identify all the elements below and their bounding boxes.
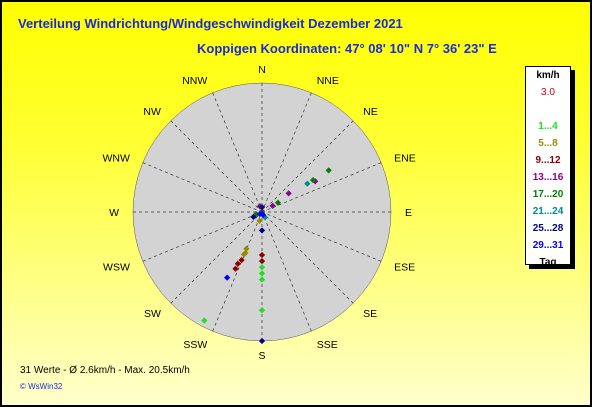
data-point-10 (234, 260, 241, 267)
direction-labels: N NNE NE ENE E ESE SE SSE S SSW SW WSW W WNW NW NNW (102, 64, 415, 362)
direction-label-se: SE (363, 308, 377, 320)
data-point-27 (258, 227, 266, 234)
data-point-6 (243, 245, 250, 252)
data-points (201, 167, 332, 345)
legend-range-3: 13...16 (532, 172, 564, 183)
direction-label-nnw: NNW (182, 75, 207, 87)
data-point-1 (258, 307, 266, 314)
data-point-15 (285, 190, 292, 197)
data-point-9 (232, 265, 239, 272)
data-point-0 (201, 317, 208, 324)
data-point-3 (258, 270, 266, 277)
data-point-20 (274, 199, 282, 206)
direction-label-s: S (258, 350, 265, 362)
data-point-2 (258, 276, 266, 283)
direction-label-ene: ENE (394, 152, 416, 164)
data-point-11 (238, 256, 245, 264)
data-point-19 (309, 176, 317, 184)
data-point-18 (325, 167, 332, 174)
data-point-13 (258, 251, 266, 259)
direction-label-nw: NW (143, 106, 161, 118)
direction-label-n: N (258, 64, 266, 76)
data-point-8 (256, 217, 263, 225)
legend-range-6: 25...28 (532, 223, 564, 234)
legend-range-4: 17...20 (532, 189, 564, 200)
data-point-7 (242, 249, 249, 257)
legend-calm-value: 3.0 (541, 87, 555, 98)
legend-range-1: 5...8 (538, 138, 558, 149)
direction-label-e: E (405, 207, 412, 219)
copyright: © WsWin32 (20, 382, 63, 391)
direction-label-wsw: WSW (103, 262, 130, 274)
direction-label-ne: NE (363, 106, 378, 118)
legend-unit: km/h (536, 70, 560, 81)
legend-range-7: 29...31 (532, 240, 564, 251)
data-point-16 (269, 202, 276, 209)
legend-range-5: 21...24 (532, 206, 564, 217)
chart-subtitle: Koppigen Koordinaten: 47° 08' 10" N 7° 3… (197, 41, 497, 56)
data-point-28 (223, 274, 231, 281)
direction-label-sse: SSE (317, 339, 338, 351)
legend: km/h 3.0 1...4 5...8 9...12 13...16 17...20 2… (525, 66, 571, 268)
data-point-22 (304, 180, 311, 187)
footer-stats: 31 Werte - Ø 2.6km/h - Max. 20.5km/h (20, 365, 190, 376)
legend-footer: Tag (539, 257, 557, 268)
chart-title: Verteilung Windrichtung/Windgeschwindigk… (18, 16, 403, 31)
legend-ranges: 1...4 5...8 9...12 13...16 17...20 21...24 25.… (526, 118, 570, 254)
data-point-24 (250, 213, 257, 221)
legend-spacer (526, 101, 570, 118)
data-point-4 (258, 264, 266, 271)
direction-label-w: W (109, 207, 119, 219)
direction-rays (133, 83, 391, 341)
direction-label-nne: NNE (317, 75, 339, 87)
direction-label-wnw: WNW (102, 152, 129, 164)
data-point-12 (258, 258, 266, 265)
direction-label-sw: SW (144, 308, 161, 320)
legend-range-0: 1...4 (538, 121, 558, 132)
direction-label-ssw: SSW (183, 339, 207, 351)
data-point-26 (258, 337, 266, 345)
legend-range-2: 9...12 (535, 155, 561, 166)
direction-label-ese: ESE (394, 262, 415, 274)
data-point-30 (259, 211, 267, 218)
data-point-25 (258, 203, 266, 211)
